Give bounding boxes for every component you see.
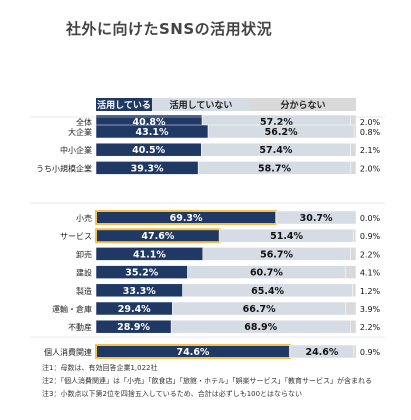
chart-notes: 注1：母数は、有効回答企業1,022社 注2：「個人消費関連」は「小売」「飲食店… (42, 362, 372, 401)
data-label: 56.2% (265, 127, 298, 138)
data-label: 47.6% (141, 231, 174, 242)
data-label: 28.9% (117, 322, 150, 333)
note-3: 注3：小数点以下第2位を四捨五入しているため、合計は必ずしも100とはならない (42, 390, 303, 398)
data-label: 58.7% (258, 163, 291, 174)
data-label: 4.1% (360, 269, 381, 278)
category-label: 製造 (76, 286, 92, 296)
bar-segment (345, 265, 357, 279)
data-label: 3.9% (360, 305, 381, 314)
data-label: 66.7% (243, 304, 276, 315)
category-label: 全体 (76, 117, 92, 127)
data-label: 39.3% (131, 163, 164, 174)
category-label: 卸売 (76, 249, 92, 259)
data-label: 65.4% (251, 286, 284, 297)
data-label: 41.1% (133, 249, 166, 260)
data-label: 56.7% (260, 249, 293, 260)
data-label: 57.2% (260, 117, 293, 128)
category-label: 中小企業 (60, 145, 92, 155)
data-label: 2.2% (360, 323, 381, 332)
bar-segment (353, 124, 357, 139)
data-label: 35.2% (125, 268, 158, 279)
category-label: 不動産 (68, 322, 92, 332)
bar-segment (352, 283, 356, 298)
category-label: 個人消費関連 (44, 347, 92, 357)
legend-swatch (96, 98, 152, 111)
category-label: 大企業 (68, 127, 92, 137)
data-label: 1.2% (360, 287, 381, 296)
note-2: 注2：「個人消費関連」は「小売」「飲食店」「旅館・ホテル」「娯楽サービス」「教育… (42, 377, 372, 385)
data-label: 2.1% (360, 146, 381, 155)
chart-title: 社外に向けたSNSの活用状況 (66, 20, 273, 38)
bar-segment (353, 228, 356, 243)
data-label: 29.4% (118, 304, 151, 315)
data-label: 57.4% (259, 145, 292, 156)
data-label: 74.6% (176, 347, 209, 358)
data-label: 0.9% (360, 348, 381, 357)
legend-label: 活用していない (170, 99, 233, 111)
bar-segment (275, 210, 357, 225)
data-label: 43.1% (136, 127, 169, 138)
bar-segment (353, 344, 357, 359)
data-label: 40.8% (133, 117, 166, 128)
data-label: 69.3% (170, 213, 203, 224)
category-label: 建設 (76, 268, 92, 278)
data-label: 2.0% (360, 118, 381, 127)
category-label: うち小規模企業 (36, 163, 92, 173)
bar-segment (350, 142, 357, 157)
data-label: 40.5% (132, 145, 165, 156)
category-label: 運輸・倉庫 (52, 304, 92, 314)
legend-label: 分からない (280, 99, 325, 111)
data-label: 0.9% (360, 232, 381, 241)
category-label: サービス (60, 232, 92, 241)
data-label: 0.8% (360, 128, 381, 137)
legend-label: 活用している (97, 99, 151, 111)
bar-segment (345, 301, 357, 316)
legend-swatch (152, 98, 250, 111)
data-label: 0.0% (360, 214, 381, 223)
data-label: 33.3% (123, 286, 156, 297)
note-1: 注1：母数は、有効回答企業1,022社 (42, 364, 158, 372)
data-label: 51.4% (270, 231, 303, 242)
bar-segment (350, 161, 357, 175)
bar-segment (350, 319, 357, 334)
data-label: 2.0% (360, 164, 381, 173)
category-label: 小売 (76, 213, 92, 223)
data-label: 30.7% (300, 213, 333, 224)
data-label: 60.7% (250, 268, 283, 279)
data-label: 68.9% (244, 322, 277, 333)
legend-swatch (250, 98, 356, 111)
data-label: 24.6% (305, 347, 338, 358)
data-label: 2.2% (360, 250, 381, 259)
bar-segment (350, 247, 357, 261)
